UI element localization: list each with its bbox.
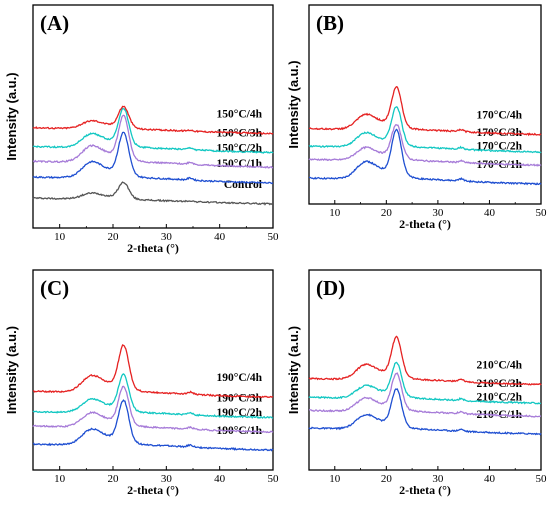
series-curve: [309, 372, 542, 418]
series-curve: [308, 106, 542, 154]
series-curve: [32, 181, 273, 206]
x-tick-label: 10: [54, 231, 66, 243]
x-tick-label: 10: [329, 473, 341, 485]
series-label: 170°C/2h: [477, 140, 523, 152]
series-label: 190°C/4h: [217, 372, 263, 384]
x-tick-label: 30: [432, 207, 444, 219]
x-tick-label: 30: [161, 231, 173, 243]
series-curve: [32, 385, 274, 434]
x-tick-label: 30: [161, 473, 173, 485]
x-tick-label: 10: [329, 207, 341, 219]
plot-frame: [308, 269, 542, 471]
y-axis-label: Intensity (a.u.): [286, 60, 301, 148]
x-tick-label: 40: [484, 473, 496, 485]
panel-d: (D) 10 20 30 40 50 2-theta (°) Intensity (a.u.)…: [286, 269, 548, 497]
series-label: 150°C/3h: [217, 128, 263, 140]
x-tick-label: 50: [268, 231, 280, 243]
series-curve: [32, 107, 274, 154]
plot-frame: [308, 4, 542, 205]
series-curve: [32, 373, 274, 419]
x-tick-label: 40: [214, 231, 226, 243]
panel-letter: (B): [316, 11, 344, 35]
x-tick-label: 20: [108, 231, 120, 243]
plot-frame: [32, 269, 274, 471]
x-axis-label: 2-theta (°): [127, 483, 179, 497]
panel-letter: (A): [40, 11, 69, 35]
series-label: 190°C/3h: [217, 393, 263, 405]
series-label: 210°C/2h: [477, 391, 523, 403]
series-curve: [32, 131, 274, 185]
x-tick-label: 30: [432, 473, 444, 485]
series-label: 150°C/4h: [217, 109, 263, 121]
y-axis-label: Intensity (a.u.): [4, 72, 19, 160]
panel-c: (C) 10 20 30 40 50 2-theta (°) Intensity (a.u.)…: [4, 269, 280, 497]
x-tick-label: 40: [214, 473, 226, 485]
series-label: 210°C/4h: [477, 360, 523, 372]
x-tick-label: 20: [381, 207, 393, 219]
x-tick-label: 20: [108, 473, 120, 485]
series-label: 170°C/4h: [477, 110, 523, 122]
series-curve: [308, 388, 542, 436]
series-curve: [308, 335, 542, 386]
y-axis-label: Intensity (a.u.): [4, 326, 19, 414]
x-tick-label: 50: [268, 473, 280, 485]
panel-a: (A) 10 20 30 40 50 2-theta (°) Intensity (a.u.)…: [4, 4, 280, 255]
x-tick-label: 50: [536, 207, 548, 219]
series-label: 170°C/1h: [477, 159, 523, 171]
y-axis-label: Intensity (a.u.): [286, 326, 301, 414]
series-label: 210°C/3h: [477, 378, 523, 390]
x-tick-label: 20: [381, 473, 393, 485]
x-tick-label: 50: [536, 473, 548, 485]
panel-b: (B) 10 20 30 40 50 2-theta (°) Intensity (a.u.)…: [286, 4, 548, 231]
series-label: 150°C/1h: [217, 158, 263, 170]
series-curve: [308, 124, 542, 167]
x-tick-label: 10: [54, 473, 66, 485]
panel-letter: (D): [316, 276, 345, 300]
series-label: Control: [224, 179, 262, 191]
series-curve: [32, 399, 274, 452]
x-axis-label: 2-theta (°): [399, 217, 451, 231]
x-axis-label: 2-theta (°): [127, 241, 179, 255]
series-curve: [32, 344, 274, 399]
series-curve: [308, 128, 542, 186]
x-axis-label: 2-theta (°): [399, 483, 451, 497]
series-curve: [308, 361, 541, 405]
series-curve: [32, 114, 274, 169]
panel-letter: (C): [40, 276, 69, 300]
series-curve: [32, 105, 274, 135]
x-tick-label: 40: [484, 207, 496, 219]
plot-frame: [32, 4, 274, 229]
series-curve: [308, 85, 542, 137]
